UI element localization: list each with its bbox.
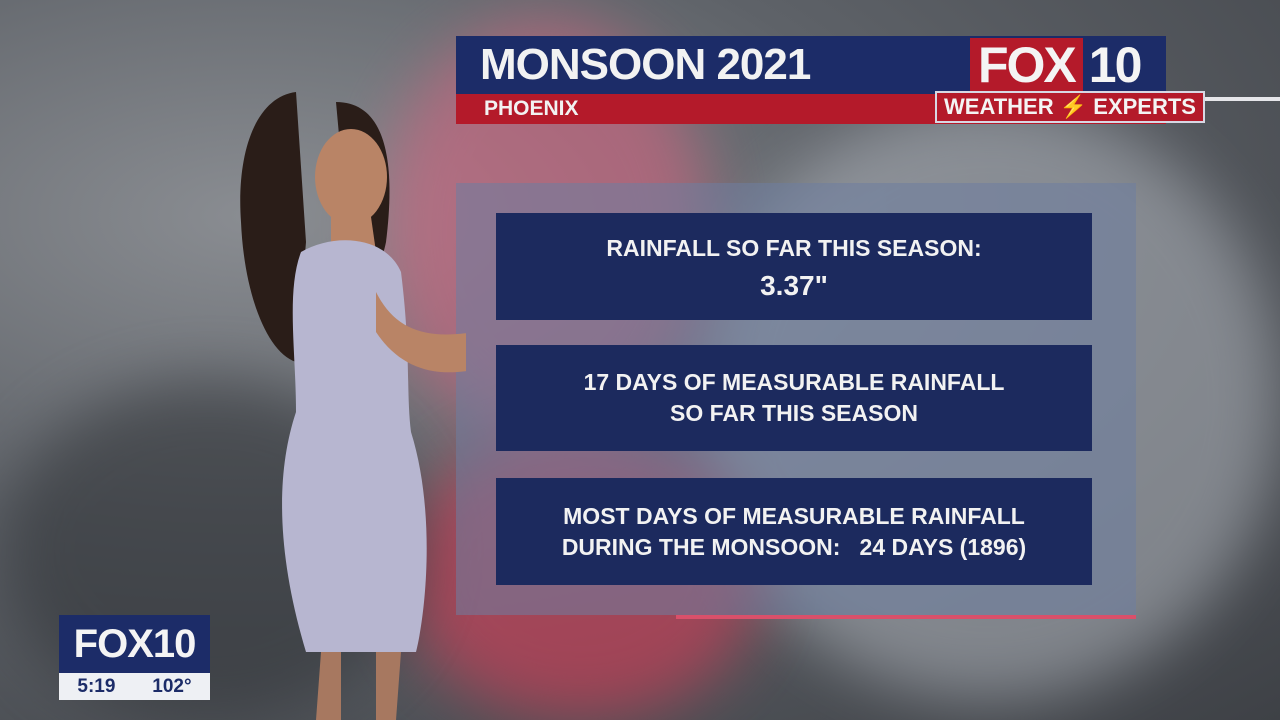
banner-accent-line bbox=[1205, 97, 1280, 101]
rainfall-days-card: 17 DAYS OF MEASURABLE RAINFALL SO FAR TH… bbox=[496, 345, 1092, 451]
lightning-icon: ⚡ bbox=[1059, 94, 1088, 119]
record-days-card: MOST DAYS OF MEASURABLE RAINFALL DURING … bbox=[496, 478, 1092, 585]
card-line: SO FAR THIS SEASON bbox=[670, 400, 918, 426]
bug-logo: FOX10 bbox=[59, 615, 210, 673]
presenter-figure bbox=[240, 92, 466, 720]
logo-fox: FOX bbox=[970, 38, 1083, 92]
card-label: RAINFALL SO FAR THIS SEASON: bbox=[606, 234, 982, 261]
weather-experts-badge: WEATHER ⚡ EXPERTS bbox=[935, 91, 1205, 123]
rainfall-total-card: RAINFALL SO FAR THIS SEASON: 3.37" bbox=[496, 213, 1092, 320]
station-bug: FOX10 5:19 102° bbox=[59, 615, 210, 700]
card-line: 17 DAYS OF MEASURABLE RAINFALL bbox=[583, 369, 1005, 395]
panel-accent-line bbox=[676, 615, 1136, 619]
card-line: MOST DAYS OF MEASURABLE RAINFALL bbox=[563, 502, 1025, 529]
logo-number: 10 bbox=[1082, 38, 1147, 92]
temperature-display: 102° bbox=[152, 675, 192, 697]
card-line: DURING THE MONSOON: 24 DAYS (1896) bbox=[561, 533, 1027, 560]
tagline-right: EXPERTS bbox=[1093, 94, 1196, 119]
rainfall-value: 3.37" bbox=[760, 269, 828, 301]
time-display: 5:19 bbox=[77, 675, 116, 697]
fox10-logo: FOX 10 bbox=[970, 38, 1166, 92]
tagline-left: WEATHER bbox=[944, 94, 1054, 119]
